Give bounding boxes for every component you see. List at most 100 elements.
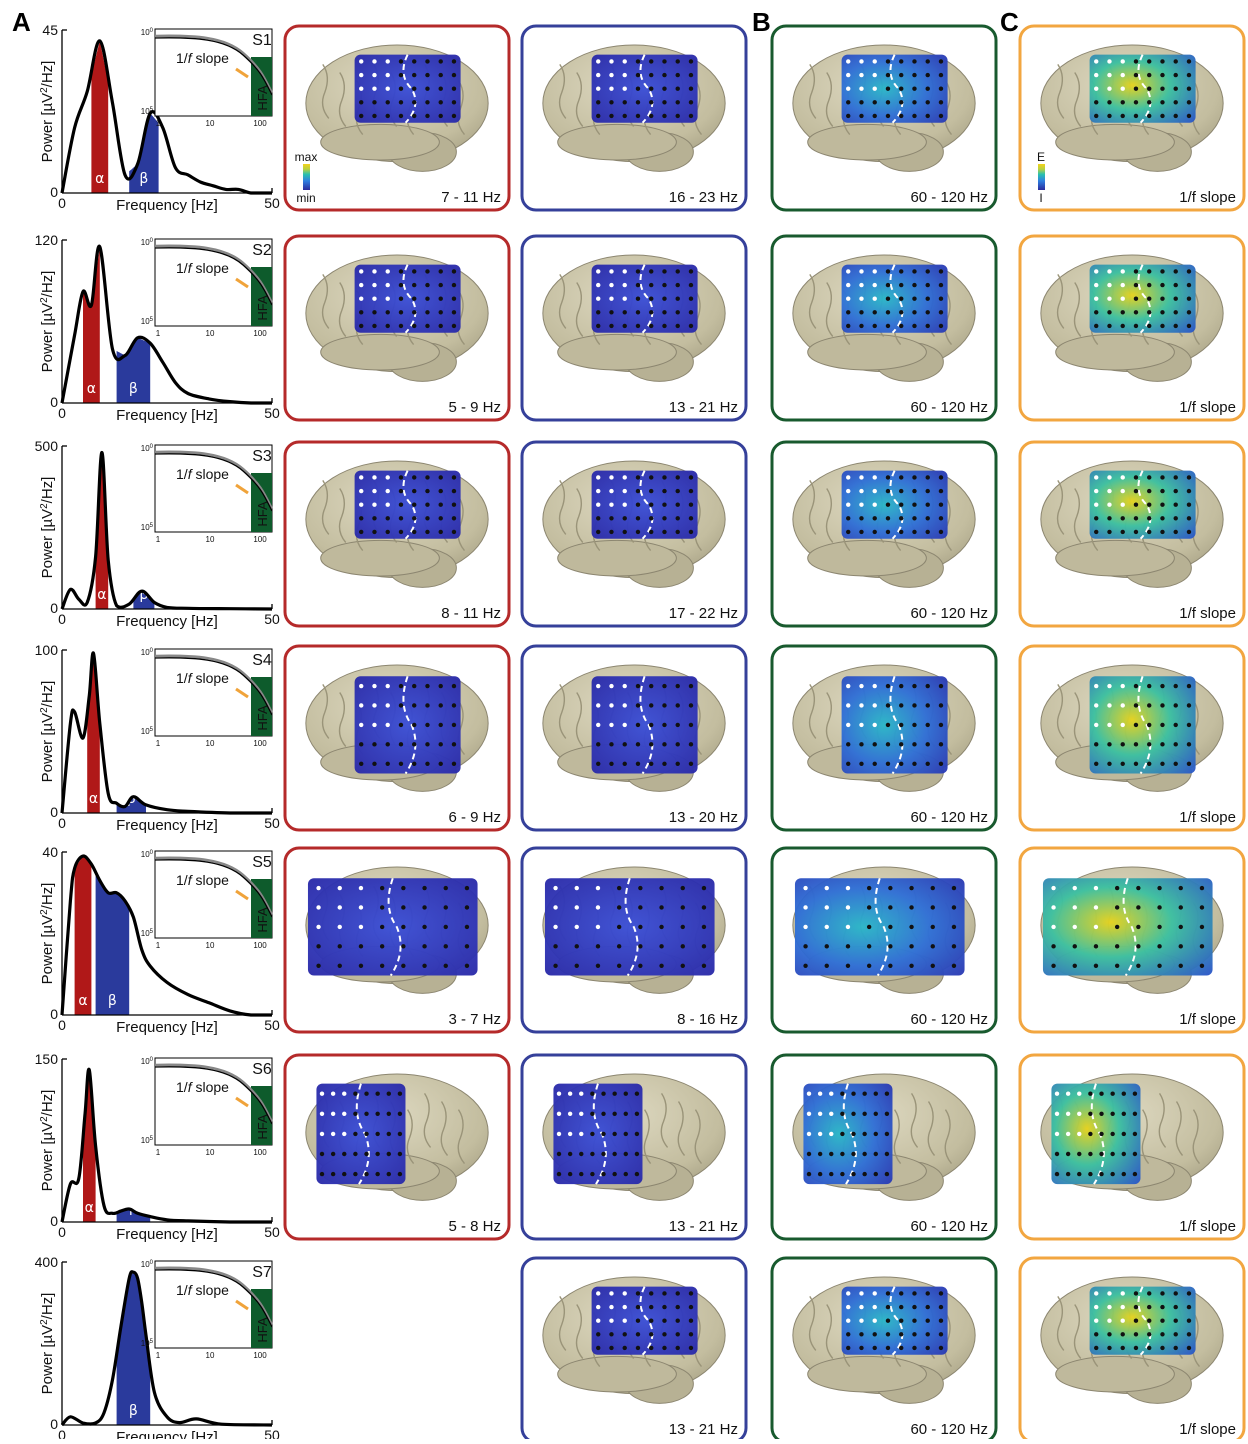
electrode-contact (1160, 475, 1165, 480)
electrode-contact (1186, 722, 1192, 728)
electrode-contact (925, 1332, 930, 1337)
electrode-contact (638, 963, 643, 968)
beta-band-fill (116, 1209, 151, 1222)
electrode-contact (425, 683, 430, 689)
electrode-contact (337, 905, 342, 910)
inset-x-tick: 1 (156, 1351, 161, 1360)
electrode-contact (596, 282, 601, 288)
inset-y-tick-exp: 0 (150, 648, 154, 654)
x-axis-title: Frequency [Hz] (116, 1226, 218, 1243)
electrode-contact (1094, 475, 1099, 480)
electrode-contact (899, 323, 904, 329)
electrode-contact (649, 296, 654, 301)
inset-psd-fit (154, 37, 273, 96)
electrode-contact (451, 529, 457, 535)
electrode-contact (1077, 1171, 1082, 1177)
hfa-label: HFA (255, 295, 270, 321)
band-range-label: 1/f slope (1179, 605, 1236, 622)
electrode-contact (659, 905, 664, 910)
electrode-contact (817, 1131, 823, 1137)
electrode-contact (899, 488, 904, 494)
electrode-contact (372, 703, 377, 708)
electrode-contact (451, 296, 457, 301)
electrode-grid (354, 54, 461, 123)
electrode-contact (899, 1345, 904, 1351)
electrode-contact (412, 100, 417, 105)
brain-sulcus (825, 1304, 834, 1359)
electrode-contact (899, 516, 904, 521)
electrode-contact (1186, 282, 1192, 288)
inset-y-tick-base: 10 (141, 238, 150, 247)
electrode-grid (1089, 676, 1196, 774)
inset-x-tick: 100 (253, 941, 267, 950)
electrode-contact (925, 282, 930, 288)
electrode-contact (925, 703, 930, 708)
electrode-contact (1132, 1111, 1138, 1117)
y-max-label: 120 (35, 232, 59, 248)
brain-sulcus (321, 64, 330, 119)
electrode-contact (884, 1111, 890, 1117)
electrode-contact (372, 529, 377, 535)
x-max-label: 50 (264, 195, 280, 211)
electrode-contact (1173, 1291, 1178, 1296)
electrode-contact (872, 1291, 877, 1296)
electrode-contact (925, 1318, 930, 1323)
inset-y-tick-base: 10 (141, 1260, 150, 1269)
inset-y-tick-base: 10 (141, 28, 150, 37)
electrode-contact (1147, 296, 1152, 301)
electrode-contact (925, 1304, 930, 1310)
electrode-contact (1178, 924, 1183, 930)
electrode-contact (912, 1291, 917, 1296)
electrode-contact (817, 1151, 823, 1157)
electrode-contact (596, 100, 601, 105)
electrode-grid (841, 264, 948, 333)
electrode-contact (567, 1151, 573, 1157)
electrode-contact (1099, 1171, 1104, 1177)
electrode-contact (1160, 1291, 1165, 1296)
electrode-contact (1094, 1345, 1099, 1351)
electrode-contact (909, 885, 914, 891)
electrode-contact (846, 1318, 851, 1323)
electrode-contact (846, 722, 851, 728)
electrode-contact (438, 113, 443, 119)
electrode-contact (1094, 722, 1099, 728)
electrode-contact (1133, 529, 1139, 535)
electrode-contact (817, 1171, 823, 1177)
electrode-contact (885, 529, 891, 535)
electrode-contact (688, 323, 694, 329)
electrode-contact (438, 683, 443, 689)
electrode-contact (1094, 502, 1099, 507)
electrode-contact (688, 529, 694, 535)
central-sulcus-line (387, 877, 402, 977)
electrode-contact (372, 59, 377, 64)
subject-label: S2 (252, 242, 272, 259)
electrode-contact (909, 905, 914, 910)
y-max-label: 45 (42, 22, 58, 38)
x-min-label: 0 (58, 405, 66, 421)
slope-fit-segment (235, 67, 249, 79)
electrode-contact (859, 742, 864, 747)
electrode-contact (401, 905, 406, 910)
electrode-contact (1160, 113, 1165, 119)
electrode-contact (635, 488, 641, 494)
electrode-contact (359, 529, 364, 535)
electrode-contact (659, 963, 664, 968)
inset-y-tick-exp: 0 (150, 444, 154, 450)
electrode-contact (1088, 1111, 1093, 1117)
electrode-contact (925, 1291, 930, 1296)
panel-label-C: C (1000, 7, 1019, 37)
electrode-contact (1186, 761, 1192, 766)
band-range-label: 17 - 22 Hz (669, 605, 738, 622)
inset-y-tick-bottom: 105 (141, 929, 154, 938)
electrode-contact (1186, 1318, 1192, 1323)
brain-sulcus (927, 1101, 936, 1156)
electrode-contact (1173, 100, 1178, 105)
electrode-contact (1173, 113, 1178, 119)
electrode-contact (872, 1345, 877, 1351)
electrode-contact (701, 905, 707, 910)
electrode-contact (364, 1091, 369, 1096)
electrode-contact (451, 683, 457, 689)
brain-temporal-lobe (807, 123, 927, 161)
band-range-label: 60 - 120 Hz (910, 1421, 988, 1438)
band-range-label: 1/f slope (1179, 1011, 1236, 1028)
